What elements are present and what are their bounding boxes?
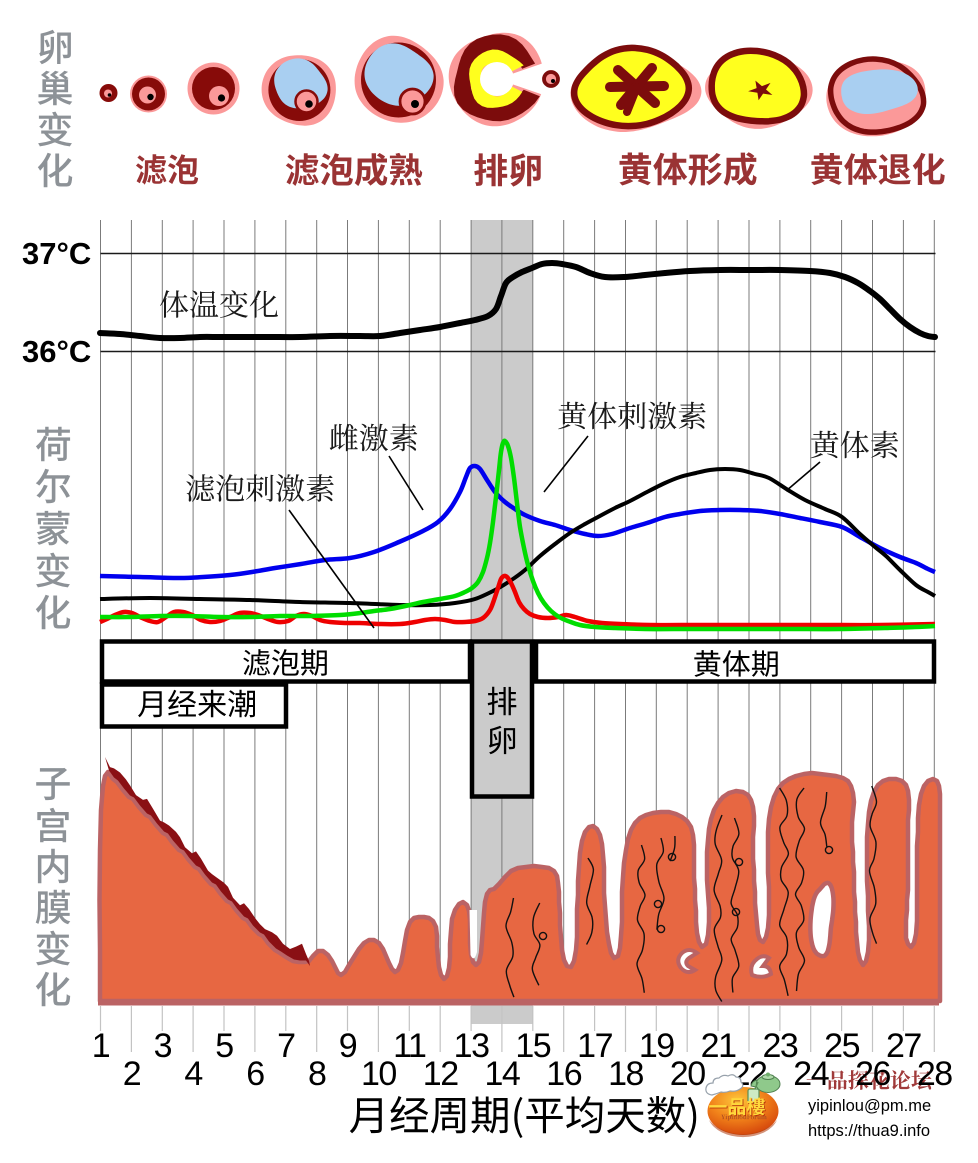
svg-text:20: 20 xyxy=(670,1055,705,1093)
svg-text:3: 3 xyxy=(154,1027,172,1065)
svg-text:28: 28 xyxy=(917,1055,952,1093)
svg-text:17: 17 xyxy=(577,1027,612,1065)
svg-text:36°C: 36°C xyxy=(22,334,91,369)
svg-text:12: 12 xyxy=(423,1055,458,1093)
svg-text:1: 1 xyxy=(92,1027,110,1065)
svg-text:7: 7 xyxy=(277,1027,295,1065)
svg-text:19: 19 xyxy=(639,1027,674,1065)
svg-text:21: 21 xyxy=(701,1027,736,1065)
svg-text:8: 8 xyxy=(308,1055,326,1093)
svg-text:23: 23 xyxy=(762,1027,797,1065)
svg-text:13: 13 xyxy=(454,1027,489,1065)
svg-text:24: 24 xyxy=(793,1055,828,1093)
svg-text:2: 2 xyxy=(123,1055,141,1093)
svg-text:37°C: 37°C xyxy=(22,236,91,271)
svg-text:25: 25 xyxy=(824,1027,859,1065)
svg-text:14: 14 xyxy=(484,1055,519,1093)
svg-text:27: 27 xyxy=(886,1027,921,1065)
svg-text:6: 6 xyxy=(246,1055,264,1093)
svg-text:26: 26 xyxy=(855,1055,890,1093)
svg-text:16: 16 xyxy=(546,1055,581,1093)
svg-text:4: 4 xyxy=(184,1055,202,1093)
svg-text:10: 10 xyxy=(361,1055,396,1093)
svg-text:15: 15 xyxy=(515,1027,550,1065)
svg-text:5: 5 xyxy=(215,1027,233,1065)
svg-text:18: 18 xyxy=(608,1055,643,1093)
svg-text:yipinlou@pm.me: yipinlou@pm.me xyxy=(808,1097,931,1115)
svg-text:11: 11 xyxy=(393,1027,426,1065)
svg-text:9: 9 xyxy=(339,1027,357,1065)
svg-text:https://thua9.info: https://thua9.info xyxy=(808,1122,930,1140)
